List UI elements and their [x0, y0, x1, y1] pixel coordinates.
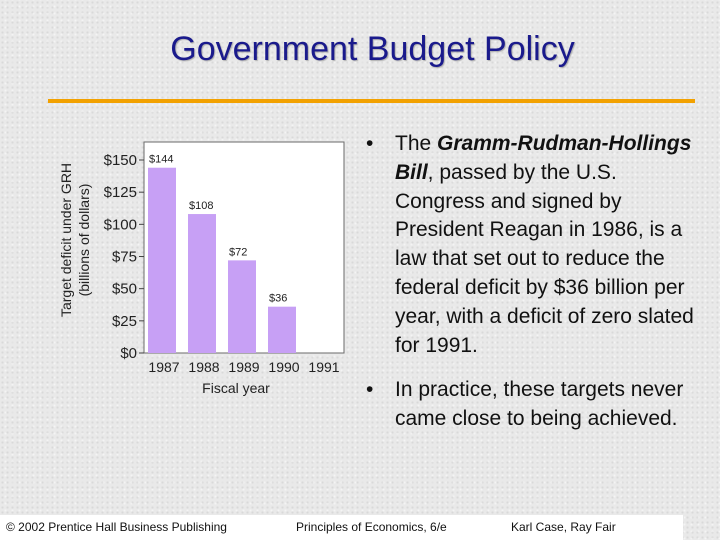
footer-book-title: Principles of Economics, 6/e	[296, 520, 447, 534]
bar-chart: $0 $25 $50 $75 $100 $125 $150 $144 $108 $72 $36 1…	[58, 141, 345, 396]
bars: $144 $108 $72 $36	[148, 154, 296, 353]
y-tick-label: $75	[112, 249, 137, 266]
x-tick-label-1988: 1988	[188, 359, 219, 375]
x-tick-label-1987: 1987	[148, 359, 179, 375]
bullet-1-text-rest: , passed by the U.S. Congress and signed…	[395, 160, 694, 357]
y-tick-label: $0	[120, 345, 137, 362]
bar-1990	[268, 306, 296, 353]
x-tick-labels: 1987 1988 1989 1990 1991	[148, 359, 339, 375]
data-label-1989: $72	[229, 246, 247, 258]
bar-1987	[148, 167, 176, 353]
slide-title: Government Budget Policy	[170, 30, 575, 68]
x-tick-label-1991: 1991	[308, 359, 339, 375]
bar-1989	[228, 260, 256, 353]
bullet-marker: •	[366, 378, 374, 402]
footer-authors: Karl Case, Ray Fair	[511, 520, 616, 534]
y-axis-label-units: (billions of dollars)	[76, 184, 92, 297]
y-tick-label: $150	[104, 152, 137, 169]
bullet-list: • The Gramm-Rudman-Hollings Bill, passed…	[366, 130, 706, 450]
footer-copyright: © 2002 Prentice Hall Business Publishing	[6, 520, 227, 534]
x-tick-label-1990: 1990	[268, 359, 299, 375]
y-tick-label: $50	[112, 281, 137, 298]
y-tick-label: $100	[104, 216, 137, 233]
data-label-1988: $108	[189, 200, 213, 212]
y-tick-label: $125	[104, 184, 137, 201]
bullet-item-2: • In practice, these targets never came …	[366, 376, 706, 434]
bullet-1-text-start: The	[395, 132, 438, 155]
data-label-1990: $36	[269, 293, 287, 305]
y-axis-label: Target deficit under GRH	[58, 163, 74, 317]
bar-1988	[188, 214, 216, 353]
bullet-marker: •	[366, 132, 374, 155]
title-divider	[48, 99, 695, 103]
footer-bar: © 2002 Prentice Hall Business Publishing…	[0, 515, 683, 540]
bullet-2-text: In practice, these targets never came cl…	[395, 378, 684, 431]
y-tick-label: $25	[112, 313, 137, 330]
x-tick-label-1989: 1989	[228, 359, 259, 375]
bullet-item-1: • The Gramm-Rudman-Hollings Bill, passed…	[366, 130, 706, 360]
x-axis-label: Fiscal year	[202, 380, 270, 396]
data-label-1987: $144	[149, 154, 173, 166]
bill-name: Gramm-Rudman-Hollings Bill	[395, 132, 692, 184]
y-ticks: $0 $25 $50 $75 $100 $125 $150	[104, 152, 144, 362]
